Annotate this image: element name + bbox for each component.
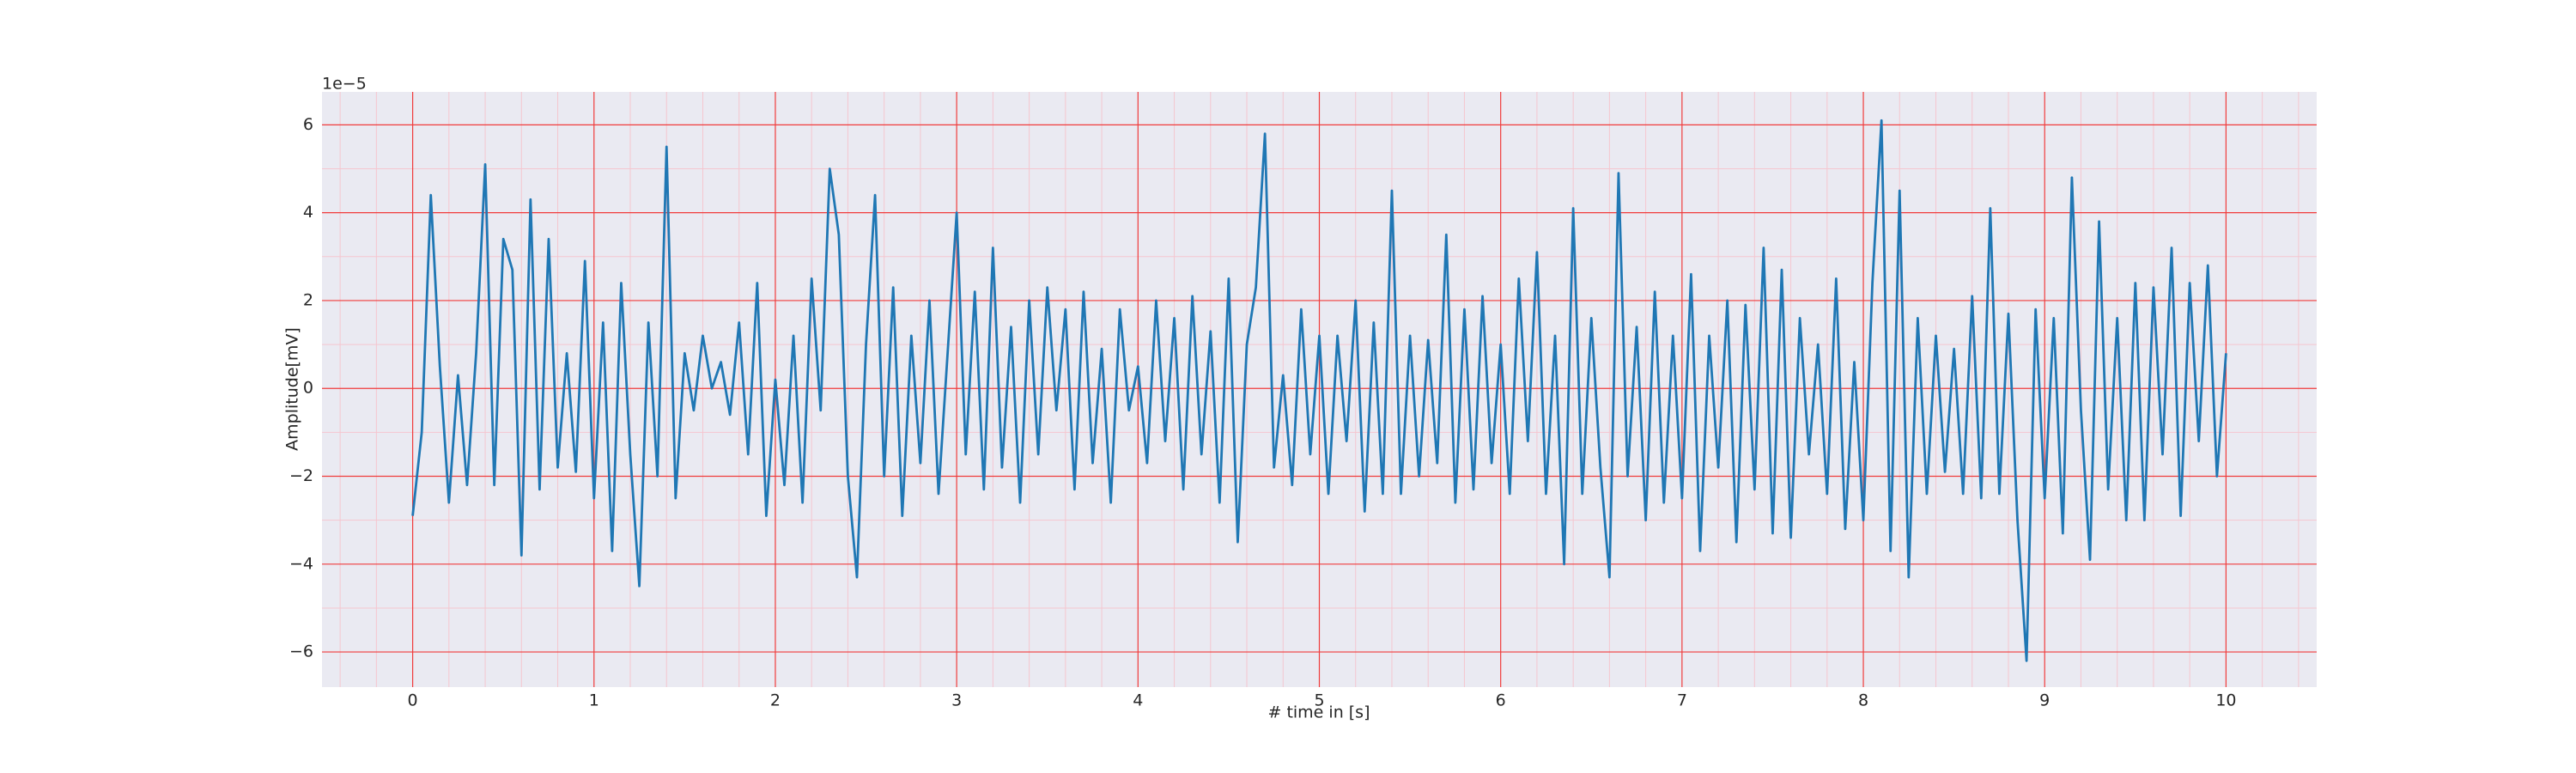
x-tick-label: 8: [1858, 691, 1868, 710]
y-axis-label: Amplitude[mV]: [283, 327, 302, 451]
x-tick-label: 2: [770, 691, 781, 710]
x-tick-label: 3: [951, 691, 962, 710]
x-tick-label: 9: [2039, 691, 2050, 710]
x-tick-label: 5: [1314, 691, 1324, 710]
y-tick-label: −2: [289, 466, 313, 485]
y-tick-label: 0: [303, 379, 313, 398]
plot: [411, 119, 2227, 662]
x-tick-label: 0: [408, 691, 418, 710]
x-tick-label: 10: [2215, 691, 2236, 710]
y-tick-label: −4: [289, 554, 313, 573]
data-line: [411, 119, 2227, 662]
x-tick-label: 7: [1677, 691, 1687, 710]
offset-text: 1e−5: [322, 75, 367, 94]
x-axis-label: # time in [s]: [1267, 703, 1370, 722]
x-tick-label: 1: [589, 691, 599, 710]
y-tick-label: 6: [303, 115, 313, 134]
y-tick-label: 2: [303, 290, 313, 309]
y-tick-label: 4: [303, 203, 313, 222]
y-tick-label: −6: [289, 642, 313, 661]
x-tick-label: 6: [1496, 691, 1506, 710]
labels: 0 1 2 3 4 5 6 7 8 9 10 −6 −4 −2 0 2 4 6: [289, 115, 2237, 710]
x-tick-label: 4: [1133, 691, 1143, 710]
